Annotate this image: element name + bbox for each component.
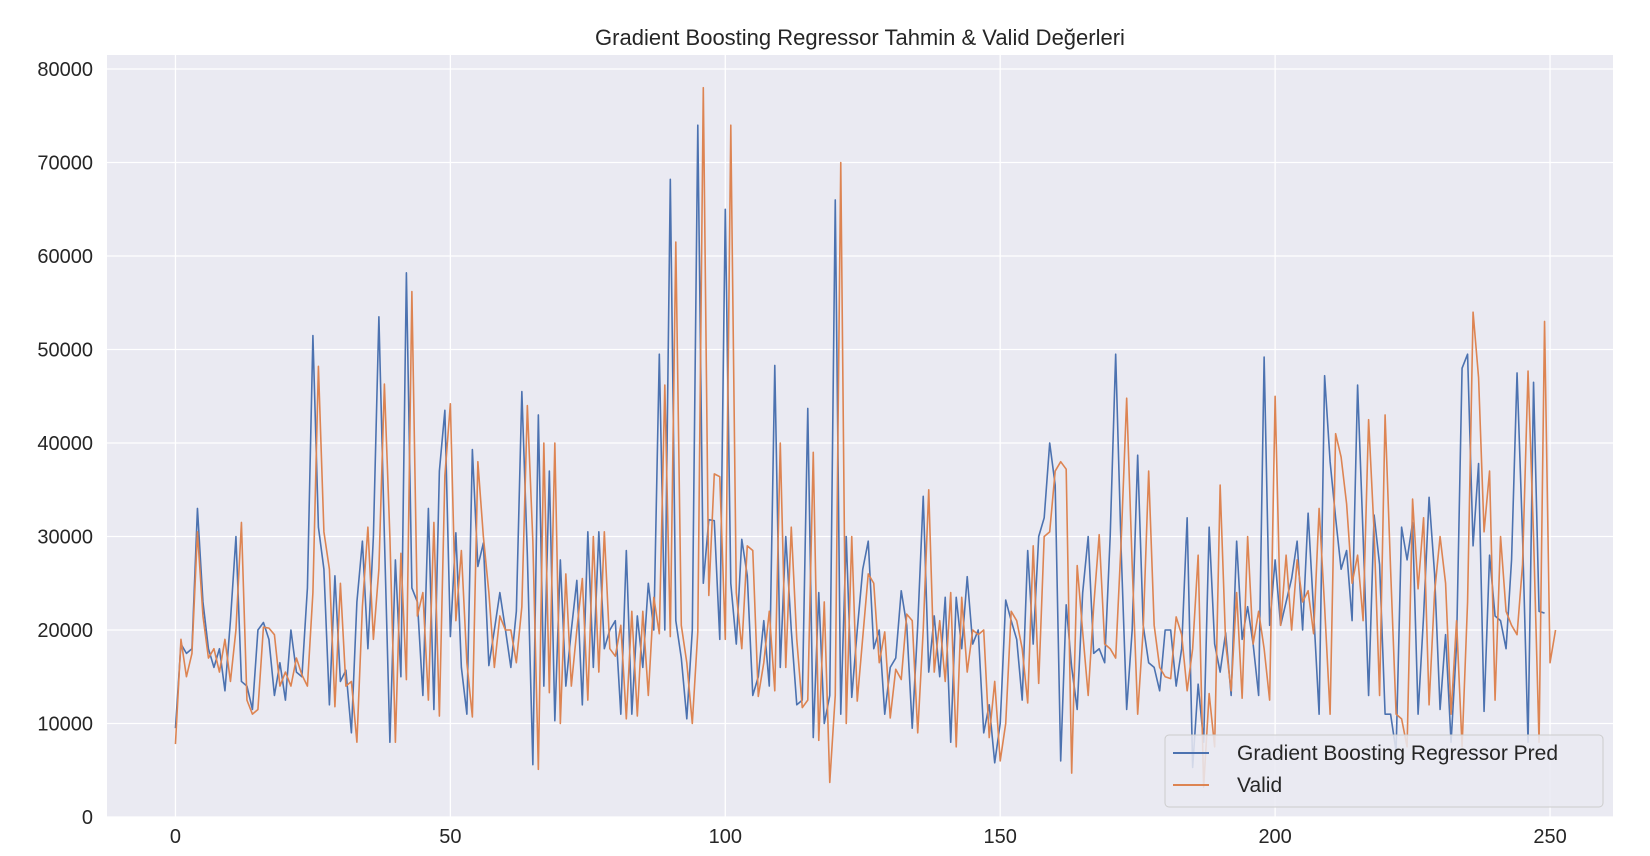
x-tick-label: 50	[439, 826, 461, 848]
y-tick-label: 60000	[37, 246, 93, 268]
series-line-valid	[174, 86, 1557, 788]
x-tick-label: 200	[1258, 826, 1291, 848]
y-tick-label: 80000	[37, 59, 93, 81]
legend-label-valid: Valid	[1237, 774, 1282, 797]
axis-ticks: 0 10000 20000 30000 40000 50000 60000 70000 8000…	[37, 59, 1566, 848]
legend[interactable]: Gradient Boosting Regressor Pred Valid	[1164, 734, 1604, 808]
legend-label-pred: Gradient Boosting Regressor Pred	[1237, 742, 1558, 765]
x-tick-label: 150	[984, 826, 1017, 848]
y-tick-label: 40000	[37, 433, 93, 455]
y-tick-label: 30000	[37, 527, 93, 549]
x-tick-label: 100	[709, 826, 742, 848]
y-tick-label: 10000	[37, 714, 93, 736]
y-tick-label: 0	[82, 807, 93, 829]
legend-box	[1164, 734, 1604, 808]
series-lines	[174, 86, 1557, 788]
chart-title: Gradient Boosting Regressor Tahmin & Val…	[595, 25, 1125, 50]
plot-area	[107, 55, 1613, 817]
series-line-pred	[174, 124, 1545, 769]
y-tick-label: 70000	[37, 153, 93, 175]
y-tick-label: 20000	[37, 620, 93, 642]
x-tick-label: 250	[1533, 826, 1566, 848]
y-tick-label: 50000	[37, 340, 93, 362]
x-tick-label: 0	[170, 826, 181, 848]
